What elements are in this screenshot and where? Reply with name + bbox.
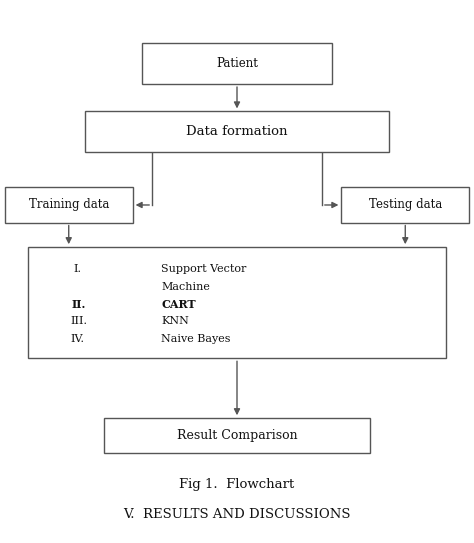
Text: KNN: KNN [161,317,189,326]
Text: Naive Bayes: Naive Bayes [161,334,231,344]
Text: IV.: IV. [70,334,84,344]
Text: II.: II. [71,299,85,310]
Text: Data formation: Data formation [186,125,288,138]
FancyBboxPatch shape [28,247,446,358]
FancyBboxPatch shape [341,187,469,223]
Text: Patient: Patient [216,58,258,70]
Text: Training data: Training data [28,199,109,211]
Text: V.  RESULTS AND DISCUSSIONS: V. RESULTS AND DISCUSSIONS [123,508,351,521]
FancyBboxPatch shape [85,111,389,152]
FancyBboxPatch shape [104,418,370,453]
Text: Testing data: Testing data [369,199,442,211]
FancyBboxPatch shape [142,43,332,84]
Text: I.: I. [73,264,82,274]
Text: III.: III. [70,317,87,326]
FancyBboxPatch shape [5,187,133,223]
Text: Result Comparison: Result Comparison [177,430,297,442]
Text: Fig 1.  Flowchart: Fig 1. Flowchart [179,478,295,491]
Text: Support Vector: Support Vector [161,264,246,274]
Text: CART: CART [161,299,196,310]
Text: Machine: Machine [161,282,210,292]
